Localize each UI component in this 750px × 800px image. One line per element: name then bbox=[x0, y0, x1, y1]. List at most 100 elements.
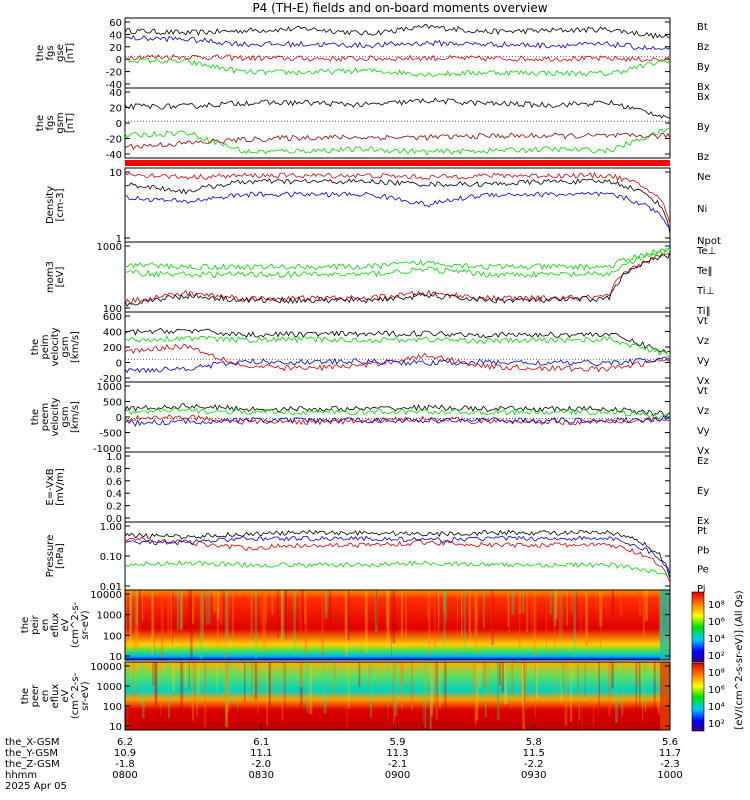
spectrogram-stripe bbox=[185, 662, 187, 683]
legend-entry: Bx bbox=[697, 82, 710, 93]
spectrogram-stripe bbox=[475, 590, 478, 655]
x-row-value: -2.1 bbox=[388, 759, 408, 770]
spectrogram-stripe bbox=[427, 590, 429, 619]
spectrogram-stripe bbox=[428, 590, 431, 658]
panel-peer: 10000 1000 100 10 the peer en eflux eV (cm^2-s-sr… bbox=[20, 661, 671, 733]
y-tick-label: 10 bbox=[109, 652, 122, 663]
spectrogram-stripe bbox=[570, 662, 573, 722]
x-row-label: the_Z-GSM bbox=[5, 759, 60, 770]
spectrogram-stripe bbox=[334, 662, 336, 696]
spectrogram-stripe bbox=[268, 662, 271, 708]
spectrogram-stripe bbox=[394, 662, 398, 716]
legend-entry: By bbox=[697, 62, 710, 73]
spectrogram-stripe bbox=[405, 590, 407, 643]
spectrogram-stripe bbox=[386, 590, 390, 648]
spectrogram-stripe bbox=[358, 662, 361, 687]
spectrogram-stripe bbox=[642, 662, 644, 722]
panel-frame bbox=[124, 521, 671, 591]
spectrogram-stripe bbox=[434, 662, 436, 694]
spectrogram-stripe bbox=[585, 590, 588, 643]
spectrogram-stripe bbox=[578, 662, 580, 721]
spectrogram-stripe bbox=[438, 590, 440, 629]
legend-entry: Pt bbox=[697, 526, 707, 537]
legend-entry: Vz bbox=[697, 406, 709, 417]
x-row-value: 1000 bbox=[657, 770, 682, 781]
y-tick-label: 500 bbox=[103, 398, 122, 409]
spectrogram-stripe bbox=[273, 662, 276, 705]
spectrogram-stripe bbox=[522, 590, 525, 613]
spectrogram-stripe bbox=[237, 662, 238, 712]
y-axis-label: gse bbox=[55, 44, 66, 62]
series-Pi bbox=[124, 535, 671, 576]
spectrogram-stripe bbox=[180, 590, 183, 629]
x-row-label: the_Y-GSM bbox=[5, 748, 58, 759]
spectrogram-stripe bbox=[443, 590, 446, 613]
spectrogram-stripe bbox=[216, 590, 220, 620]
legend-entry: Ti‖ bbox=[696, 306, 711, 317]
spectrogram-stripe bbox=[611, 662, 614, 689]
spectrogram-stripe bbox=[507, 590, 509, 627]
spectrogram-stripe bbox=[154, 662, 158, 705]
colorbar-tick: 10⁸ bbox=[708, 668, 725, 679]
y-tick-label: 1.00 bbox=[100, 522, 122, 533]
spectrogram-stripe bbox=[344, 590, 347, 641]
y-axis-label: peim bbox=[40, 334, 51, 359]
spectrogram-stripe bbox=[304, 590, 306, 625]
y-tick-label: 100 bbox=[103, 702, 122, 713]
x-row-value: -2.2 bbox=[524, 759, 544, 770]
spectrogram-stripe bbox=[281, 662, 284, 721]
series-By bbox=[124, 57, 671, 78]
colorbar-tick: 10⁶ bbox=[708, 617, 725, 628]
x-row-value: 10.9 bbox=[114, 748, 136, 759]
y-tick-label: -20 bbox=[106, 135, 122, 146]
status-bar bbox=[125, 160, 670, 166]
spectrogram-stripe bbox=[142, 662, 145, 719]
spectrogram-end bbox=[660, 590, 670, 660]
spectrogram-stripe bbox=[254, 662, 257, 701]
spectrogram-stripe bbox=[554, 590, 558, 620]
spectrogram-stripe bbox=[436, 662, 439, 683]
spectrogram-stripe bbox=[509, 590, 511, 634]
spectrogram-stripe bbox=[192, 590, 195, 621]
spectrogram-stripe bbox=[501, 662, 504, 693]
y-axis-label: sr-eV) bbox=[80, 610, 91, 639]
spectrogram-stripe bbox=[518, 590, 521, 614]
y-tick-label: 0 bbox=[116, 55, 122, 66]
y-tick-label: 40 bbox=[109, 30, 122, 41]
y-axis-label: fgs bbox=[45, 45, 56, 60]
spectrogram-stripe bbox=[479, 662, 481, 688]
x-row-value: -2.0 bbox=[251, 759, 271, 770]
y-axis-label: mom3 bbox=[45, 261, 56, 293]
x-row-value: -1.8 bbox=[115, 759, 135, 770]
spectrogram-stripe bbox=[285, 590, 287, 639]
spectrogram-stripe bbox=[557, 590, 558, 613]
spectrogram-stripe bbox=[535, 662, 536, 717]
spectrogram-stripe bbox=[422, 662, 424, 723]
spectrogram-stripe bbox=[429, 662, 432, 730]
spectrogram-stripe bbox=[227, 662, 231, 704]
spectrogram-stripe bbox=[435, 662, 438, 720]
x-row-value: 6.2 bbox=[117, 737, 133, 748]
y-axis-label: en bbox=[40, 619, 51, 632]
y-axis-label: the bbox=[35, 45, 46, 61]
spectrogram-stripe bbox=[424, 662, 427, 729]
y-tick-label: 0.0 bbox=[106, 514, 122, 525]
y-axis-label: peem bbox=[40, 403, 51, 431]
y-axis-label: [mV/m] bbox=[55, 468, 66, 506]
colorbar-tick: 10⁶ bbox=[708, 685, 725, 696]
spectrogram-stripe bbox=[364, 590, 368, 654]
spectrogram-stripe bbox=[615, 662, 618, 723]
spectrogram-stripe bbox=[658, 662, 660, 712]
spectrogram-stripe bbox=[401, 662, 403, 709]
y-axis-label: [km/s] bbox=[70, 401, 81, 433]
spectrogram-stripe bbox=[573, 662, 575, 685]
spectrogram-stripe bbox=[140, 590, 141, 635]
legend-entry: Bx bbox=[697, 92, 710, 103]
spectrogram-stripe bbox=[581, 662, 583, 730]
spectrogram-stripe bbox=[172, 662, 176, 692]
spectrogram-stripe bbox=[566, 590, 568, 626]
series-Bx bbox=[124, 97, 671, 120]
spectrogram-stripe bbox=[457, 590, 459, 618]
x-row-value: 11.3 bbox=[386, 748, 408, 759]
spectrogram-stripe bbox=[392, 662, 396, 724]
